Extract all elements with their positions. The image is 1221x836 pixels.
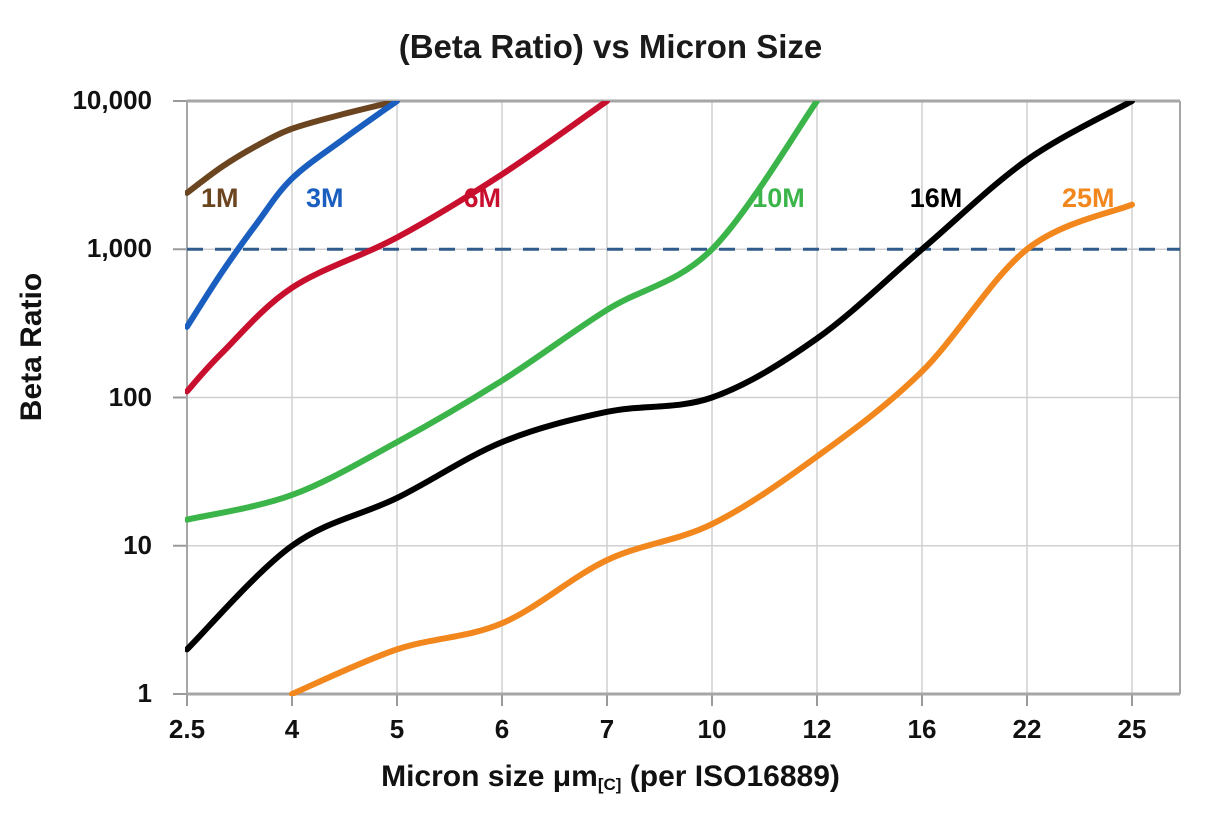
x-axis-title-subscript: [C]	[597, 775, 622, 794]
series-line-16M	[185, 101, 1135, 653]
x-tick-label-25: 25	[1117, 714, 1147, 744]
series-label-1M: 1M	[201, 183, 239, 213]
x-tick-label-7: 7	[599, 714, 615, 744]
series-label-16M: 16M	[909, 183, 963, 213]
series-line-3M	[185, 101, 400, 330]
x-tick-label-4: 4	[284, 714, 300, 744]
y-tick-label-1: 1	[137, 678, 152, 708]
y-tick-label-1000: 1,000	[86, 233, 152, 264]
x-tick-label-10: 10	[697, 714, 727, 744]
chart-title: (Beta Ratio) vs Micron Size	[398, 28, 823, 65]
series-label-6M: 6M	[463, 183, 502, 213]
x-axis-title-tail: (per ISO16889)	[621, 760, 840, 793]
series-line-25M	[289, 201, 1135, 696]
series-line-6M	[185, 101, 610, 395]
series-label-10M: 10M	[752, 183, 805, 213]
series-group	[185, 101, 1135, 696]
series-label-25M: 25M	[1062, 183, 1115, 213]
x-axis-title-main: Micron size μm	[381, 760, 598, 793]
x-tick-label-22: 22	[1012, 714, 1042, 744]
y-tick-label-10000: 10,000	[72, 85, 152, 115]
y-tick-label-100: 100	[108, 381, 152, 412]
y-tick-label-10: 10	[123, 529, 152, 560]
series-line-10M	[185, 101, 820, 523]
series-label-3M: 3M	[306, 183, 344, 213]
series-line-1M	[185, 101, 400, 196]
x-axis-title: Micron size μm[C] (per ISO16889)	[0, 760, 1221, 795]
x-tick-label-6: 6	[494, 714, 510, 744]
x-tick-label-16: 16	[907, 714, 937, 744]
x-tick-label-5: 5	[389, 714, 405, 744]
x-tick-label-2.5: 2.5	[168, 714, 206, 744]
x-tick-label-12: 12	[802, 714, 832, 744]
